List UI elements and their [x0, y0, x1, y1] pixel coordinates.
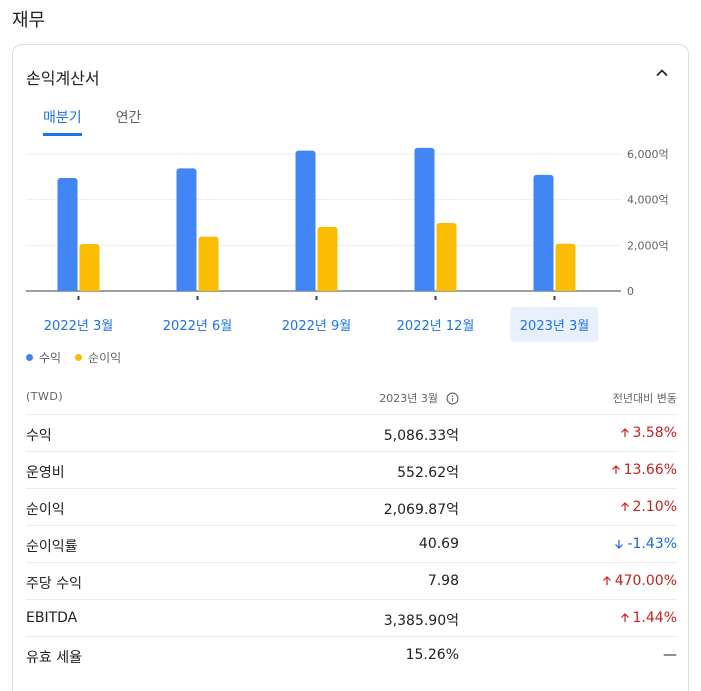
row-change: 3.58%: [619, 425, 677, 441]
chart-legend: 수익 순이익: [26, 349, 135, 366]
bar-net-income-base: [198, 288, 219, 291]
legend-item-net-income: 순이익: [75, 349, 121, 366]
x-tick-mark: [77, 296, 80, 300]
row-label: 수익: [26, 428, 52, 444]
row-change: —: [663, 647, 677, 663]
row-label: 운영비: [26, 465, 65, 481]
row-value: 5,086.33억: [383, 428, 459, 444]
card-title: 손익계산서: [26, 69, 100, 88]
legend-label-net-income: 순이익: [88, 351, 122, 365]
bar-net-income-base: [555, 288, 576, 291]
bar-revenue: [414, 147, 435, 291]
legend-label-revenue: 수익: [39, 351, 62, 365]
selected-period-highlight[interactable]: [510, 307, 599, 342]
income-chart: 6,000억 4,000억 2,000억 0 2022년 3월 2022년 6월 2022년…: [26, 147, 669, 342]
table-header: (TWD) 2023년 3월 전년대비 변동: [26, 388, 677, 414]
row-value: 3,385.90억: [383, 613, 459, 629]
bar-net-income-base: [317, 288, 338, 291]
arrow-down-icon: [615, 540, 624, 549]
row-change: 13.66%: [610, 462, 677, 478]
income-statement-card: 손익계산서 매분기 연간 6,000억 4,000억 2,000억 0 2022년 3월…: [12, 44, 689, 691]
row-value: 15.26%: [405, 647, 459, 663]
bar-net-income: [198, 236, 219, 291]
row-change: 470.00%: [601, 573, 677, 589]
row-value: 7.98: [427, 573, 459, 589]
table-row: 순이익 2,069.87억 2.10%: [26, 488, 677, 525]
x-tick-mark: [553, 296, 556, 300]
legend-dot-net-income: [75, 354, 83, 361]
y-tick-label: 2,000억: [627, 239, 669, 252]
x-tick-label[interactable]: 2022년 12월: [397, 319, 475, 334]
currency-label: (TWD): [26, 390, 64, 403]
row-label: EBITDA: [26, 610, 78, 626]
arrow-up-icon: [602, 576, 611, 585]
row-value: 40.69: [418, 536, 459, 552]
row-change-text: 1.44%: [632, 610, 677, 626]
table-row: 유효 세율 15.26% —: [26, 636, 677, 673]
row-label: 순이익: [26, 502, 65, 518]
section-title: 재무: [12, 10, 46, 31]
bar-net-income: [436, 222, 457, 291]
row-change: 2.10%: [619, 499, 677, 515]
bar-revenue-base: [533, 288, 554, 291]
financial-rows: 수익 5,086.33억 3.58% 운영비 552.62억 13.66% 순이익 2,069…: [26, 414, 677, 673]
table-row: EBITDA 3,385.90억 1.44%: [26, 599, 677, 636]
bar-net-income-base: [436, 288, 457, 291]
row-change-text: 2.10%: [632, 499, 677, 515]
bar-net-income: [555, 243, 576, 291]
row-change-text: 470.00%: [614, 573, 677, 589]
row-change-text: 13.66%: [623, 462, 677, 478]
y-tick-label: 6,000억: [627, 148, 669, 161]
legend-item-revenue: 수익: [26, 349, 61, 366]
table-row: 순이익률 40.69 -1.43%: [26, 525, 677, 562]
arrow-up-icon: [620, 613, 629, 622]
x-tick-label[interactable]: 2022년 9월: [282, 319, 351, 334]
tab-quarterly[interactable]: 매분기: [43, 107, 82, 136]
row-label: 유효 세율: [26, 650, 82, 666]
bar-revenue-base: [414, 288, 435, 291]
bar-revenue: [295, 150, 316, 291]
bar-net-income: [317, 226, 338, 291]
x-tick-mark: [434, 296, 437, 300]
bar-net-income: [79, 243, 100, 291]
x-tick-label[interactable]: 2022년 3월: [44, 319, 113, 334]
row-change-text: 3.58%: [632, 425, 677, 441]
y-tick-label: 0: [627, 285, 634, 298]
period-label: 2023년 3월: [379, 392, 438, 405]
y-tick-label: 4,000억: [627, 194, 669, 207]
row-label: 주당 수익: [26, 576, 82, 592]
chevron-up-icon[interactable]: [652, 63, 672, 83]
row-value: 552.62억: [397, 465, 459, 481]
x-tick-mark: [315, 296, 318, 300]
bar-revenue: [57, 177, 78, 291]
row-change-text: -1.43%: [627, 536, 677, 552]
row-label: 순이익률: [26, 539, 78, 555]
table-row: 주당 수익 7.98 470.00%: [26, 562, 677, 599]
x-tick-mark: [196, 296, 199, 300]
arrow-up-icon: [620, 428, 629, 437]
row-change: -1.43%: [613, 536, 677, 552]
row-value: 2,069.87억: [383, 502, 459, 518]
row-change: 1.44%: [619, 610, 677, 626]
bar-net-income-base: [79, 288, 100, 291]
bar-revenue: [533, 174, 554, 291]
row-change-text: —: [663, 647, 677, 663]
change-header: 전년대비 변동: [612, 392, 677, 405]
table-row: 운영비 552.62억 13.66%: [26, 451, 677, 488]
period-tabs: 매분기 연간: [43, 107, 175, 136]
tab-annual[interactable]: 연간: [115, 110, 142, 126]
arrow-up-icon: [620, 502, 629, 511]
legend-dot-revenue: [26, 354, 33, 361]
bar-revenue-base: [295, 288, 316, 291]
info-icon[interactable]: [446, 392, 459, 405]
x-tick-label[interactable]: 2022년 6월: [163, 319, 232, 334]
period-header: 2023년 3월: [379, 390, 459, 406]
bar-revenue-base: [176, 288, 197, 291]
table-row: 수익 5,086.33억 3.58%: [26, 414, 677, 451]
bar-revenue: [176, 168, 197, 291]
bar-revenue-base: [57, 288, 78, 291]
x-tick-label[interactable]: 2023년 3월: [520, 319, 589, 334]
arrow-up-icon: [611, 465, 620, 474]
